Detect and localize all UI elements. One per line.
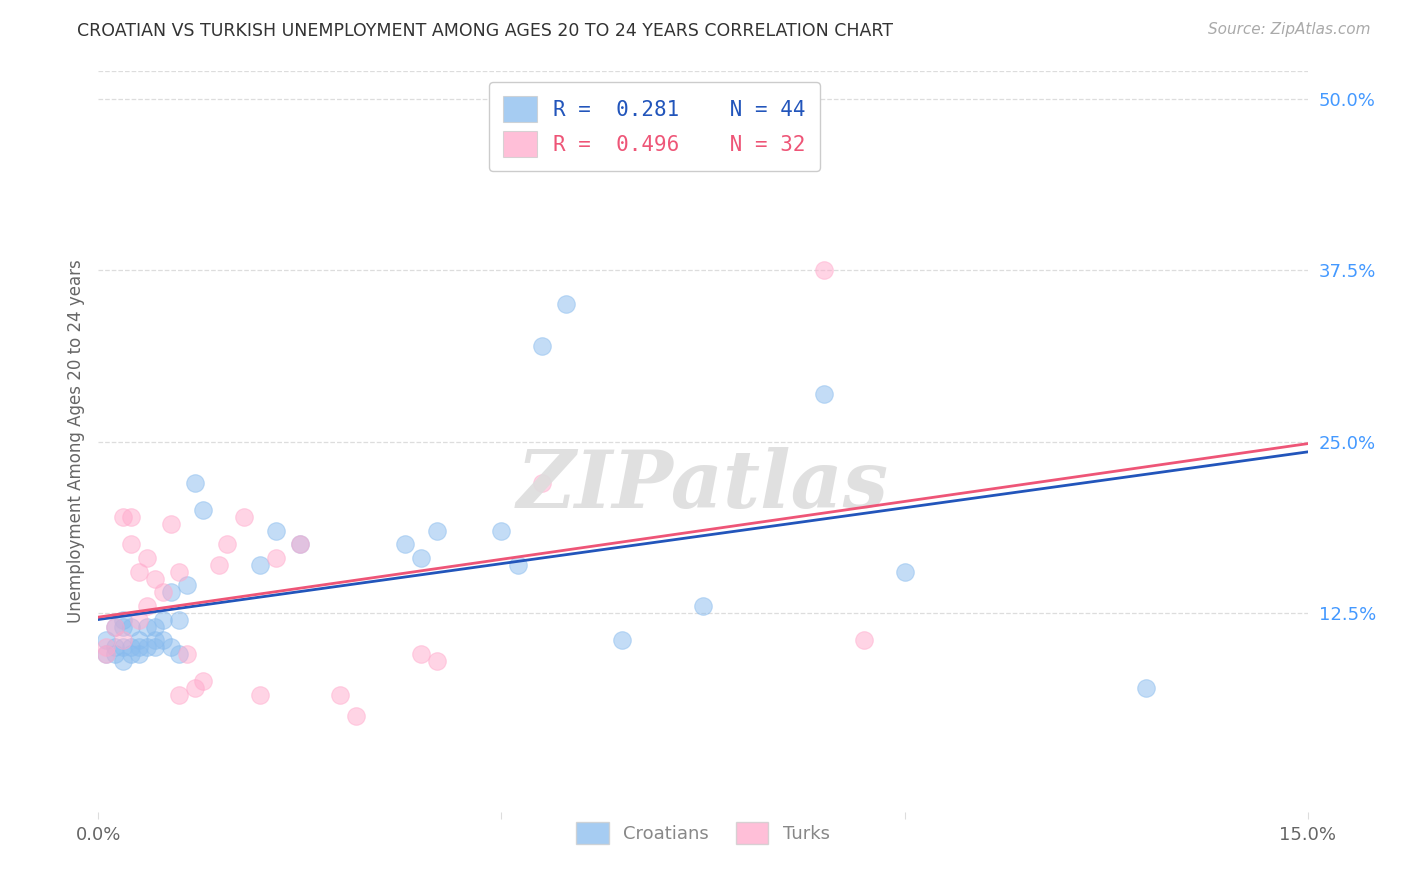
Point <box>103 647 125 661</box>
Point <box>264 524 287 538</box>
Point <box>120 640 142 655</box>
Point <box>167 613 190 627</box>
Point <box>813 263 835 277</box>
Point <box>176 647 198 661</box>
Point <box>217 537 239 551</box>
Point <box>152 585 174 599</box>
Point <box>167 688 190 702</box>
Point <box>96 647 118 661</box>
Point <box>893 565 915 579</box>
Point <box>143 619 166 633</box>
Point <box>612 633 634 648</box>
Text: ZIPatlas: ZIPatlas <box>517 447 889 524</box>
Point <box>491 524 513 538</box>
Point <box>135 619 157 633</box>
Point <box>96 633 118 648</box>
Point <box>135 640 157 655</box>
Point <box>103 640 125 655</box>
Point <box>111 613 134 627</box>
Point <box>143 633 166 648</box>
Point <box>329 688 352 702</box>
Point <box>506 558 529 572</box>
Point <box>120 537 142 551</box>
Text: CROATIAN VS TURKISH UNEMPLOYMENT AMONG AGES 20 TO 24 YEARS CORRELATION CHART: CROATIAN VS TURKISH UNEMPLOYMENT AMONG A… <box>77 22 893 40</box>
Point <box>426 524 449 538</box>
Point <box>853 633 876 648</box>
Point <box>152 613 174 627</box>
Point <box>143 640 166 655</box>
Point <box>111 654 134 668</box>
Point <box>120 619 142 633</box>
Point <box>111 619 134 633</box>
Point <box>176 578 198 592</box>
Point <box>193 503 215 517</box>
Point <box>160 516 183 531</box>
Point <box>193 674 215 689</box>
Point <box>530 475 553 490</box>
Point <box>103 619 125 633</box>
Point <box>128 633 150 648</box>
Point <box>184 475 207 490</box>
Y-axis label: Unemployment Among Ages 20 to 24 years: Unemployment Among Ages 20 to 24 years <box>66 260 84 624</box>
Point <box>128 640 150 655</box>
Point <box>555 297 578 311</box>
Legend: Croatians, Turks: Croatians, Turks <box>569 814 837 851</box>
Point <box>249 558 271 572</box>
Point <box>813 386 835 401</box>
Point <box>120 647 142 661</box>
Point <box>288 537 311 551</box>
Point <box>692 599 714 613</box>
Point <box>160 585 183 599</box>
Point <box>167 565 190 579</box>
Point <box>96 640 118 655</box>
Point <box>426 654 449 668</box>
Point <box>394 537 416 551</box>
Point <box>249 688 271 702</box>
Point <box>152 633 174 648</box>
Point <box>128 647 150 661</box>
Point <box>128 565 150 579</box>
Point <box>120 510 142 524</box>
Point <box>111 640 134 655</box>
Point <box>111 633 134 648</box>
Point <box>143 572 166 586</box>
Point <box>208 558 231 572</box>
Point <box>184 681 207 696</box>
Point <box>135 599 157 613</box>
Point <box>128 613 150 627</box>
Text: Source: ZipAtlas.com: Source: ZipAtlas.com <box>1208 22 1371 37</box>
Point <box>1135 681 1157 696</box>
Point <box>167 647 190 661</box>
Point <box>111 510 134 524</box>
Point <box>103 619 125 633</box>
Point <box>264 551 287 566</box>
Point <box>232 510 254 524</box>
Point <box>344 708 367 723</box>
Point <box>530 338 553 352</box>
Point <box>160 640 183 655</box>
Point <box>288 537 311 551</box>
Point <box>409 551 432 566</box>
Point <box>96 647 118 661</box>
Point <box>409 647 432 661</box>
Point <box>135 551 157 566</box>
